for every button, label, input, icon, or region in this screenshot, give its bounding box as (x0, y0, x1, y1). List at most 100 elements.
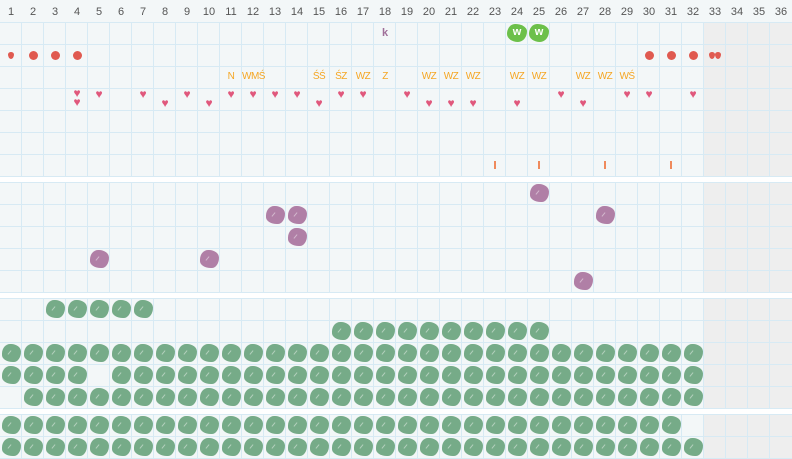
cell-label[interactable]: N (227, 71, 235, 82)
column-header[interactable]: 3 (51, 6, 59, 18)
green-blob[interactable] (552, 388, 571, 406)
green-blob[interactable] (112, 438, 131, 456)
green-blob[interactable] (376, 438, 395, 456)
green-blob[interactable] (420, 366, 439, 384)
column-header[interactable]: 20 (422, 6, 436, 18)
green-blob[interactable] (354, 438, 373, 456)
green-blob[interactable] (442, 344, 461, 362)
heart-icon[interactable]: ♥ (337, 87, 345, 101)
green-blob[interactable] (134, 416, 153, 434)
cell-label[interactable]: WŚ (619, 71, 635, 82)
heart-icon[interactable]: ♥ (513, 96, 521, 110)
green-blob[interactable] (354, 322, 373, 340)
green-blob[interactable] (46, 388, 65, 406)
green-blob[interactable] (574, 388, 593, 406)
green-blob[interactable] (178, 416, 197, 434)
green-blob[interactable] (332, 416, 351, 434)
green-blob[interactable] (134, 438, 153, 456)
green-blob[interactable] (486, 366, 505, 384)
green-blob[interactable] (618, 388, 637, 406)
cell-label[interactable]: WZ (509, 71, 525, 82)
green-blob[interactable] (640, 344, 659, 362)
cell-label[interactable]: ŚŚ (312, 71, 326, 82)
green-blob[interactable] (244, 416, 263, 434)
column-header[interactable]: 36 (774, 6, 788, 18)
green-blob[interactable] (486, 438, 505, 456)
green-blob[interactable] (464, 438, 483, 456)
green-blob[interactable] (156, 344, 175, 362)
green-blob[interactable] (24, 388, 43, 406)
cell-label[interactable]: ŚZ (335, 71, 347, 82)
green-blob[interactable] (442, 388, 461, 406)
column-header[interactable]: 12 (246, 6, 260, 18)
heart-icon[interactable]: ♥ (579, 96, 587, 110)
green-blob[interactable] (420, 416, 439, 434)
column-header[interactable]: 15 (312, 6, 326, 18)
green-blob[interactable] (530, 322, 549, 340)
green-blob[interactable] (508, 416, 527, 434)
green-blob[interactable] (200, 366, 219, 384)
purple-blob[interactable] (288, 228, 307, 246)
green-blob[interactable] (508, 344, 527, 362)
green-blob[interactable] (332, 438, 351, 456)
green-blob[interactable] (442, 438, 461, 456)
green-blob[interactable] (90, 300, 109, 318)
green-blob[interactable] (90, 344, 109, 362)
green-blob[interactable] (640, 366, 659, 384)
heart-icon[interactable]: ♥ (689, 87, 697, 101)
green-blob[interactable] (354, 388, 373, 406)
green-blob[interactable] (200, 416, 219, 434)
green-blob[interactable] (420, 388, 439, 406)
green-blob[interactable] (332, 366, 351, 384)
column-header[interactable]: 28 (598, 6, 612, 18)
green-blob[interactable] (24, 344, 43, 362)
green-blob[interactable] (68, 388, 87, 406)
column-header[interactable]: 1 (7, 6, 15, 18)
cell-label[interactable]: WZ (597, 71, 613, 82)
green-blob[interactable] (178, 388, 197, 406)
column-header[interactable]: 34 (730, 6, 744, 18)
green-blob[interactable] (508, 366, 527, 384)
heart-icon[interactable]: ♥ (403, 87, 411, 101)
green-blob[interactable] (354, 366, 373, 384)
green-blob[interactable] (2, 438, 21, 456)
heart-icon[interactable]: ♥ (227, 87, 235, 101)
column-header[interactable]: 23 (488, 6, 502, 18)
green-blob[interactable] (376, 388, 395, 406)
green-blob[interactable] (288, 438, 307, 456)
column-header[interactable]: 33 (708, 6, 722, 18)
green-blob[interactable] (46, 366, 65, 384)
column-header[interactable]: 27 (576, 6, 590, 18)
green-blob[interactable] (200, 344, 219, 362)
green-blob[interactable] (68, 416, 87, 434)
green-blob[interactable] (574, 344, 593, 362)
green-blob[interactable] (68, 344, 87, 362)
green-blob[interactable] (662, 416, 681, 434)
column-header[interactable]: 18 (378, 6, 392, 18)
green-blob[interactable] (376, 344, 395, 362)
green-blob[interactable] (596, 388, 615, 406)
green-blob[interactable] (112, 366, 131, 384)
column-header[interactable]: 35 (752, 6, 766, 18)
green-blob[interactable] (398, 388, 417, 406)
green-blob[interactable] (288, 416, 307, 434)
green-blob[interactable] (420, 344, 439, 362)
green-blob[interactable] (310, 366, 329, 384)
column-header[interactable]: 22 (466, 6, 480, 18)
column-header[interactable]: 2 (29, 6, 37, 18)
green-blob[interactable] (640, 388, 659, 406)
column-header[interactable]: 16 (334, 6, 348, 18)
green-blob[interactable] (354, 416, 373, 434)
column-header[interactable]: 26 (554, 6, 568, 18)
green-blob[interactable] (662, 366, 681, 384)
green-blob[interactable] (464, 366, 483, 384)
green-blob[interactable] (244, 344, 263, 362)
green-blob[interactable] (156, 366, 175, 384)
green-blob[interactable] (376, 322, 395, 340)
purple-blob[interactable] (288, 206, 307, 224)
drop-icon[interactable] (715, 52, 721, 59)
green-blob[interactable] (618, 416, 637, 434)
green-blob[interactable] (420, 438, 439, 456)
green-blob[interactable] (464, 388, 483, 406)
green-blob[interactable] (684, 438, 703, 456)
